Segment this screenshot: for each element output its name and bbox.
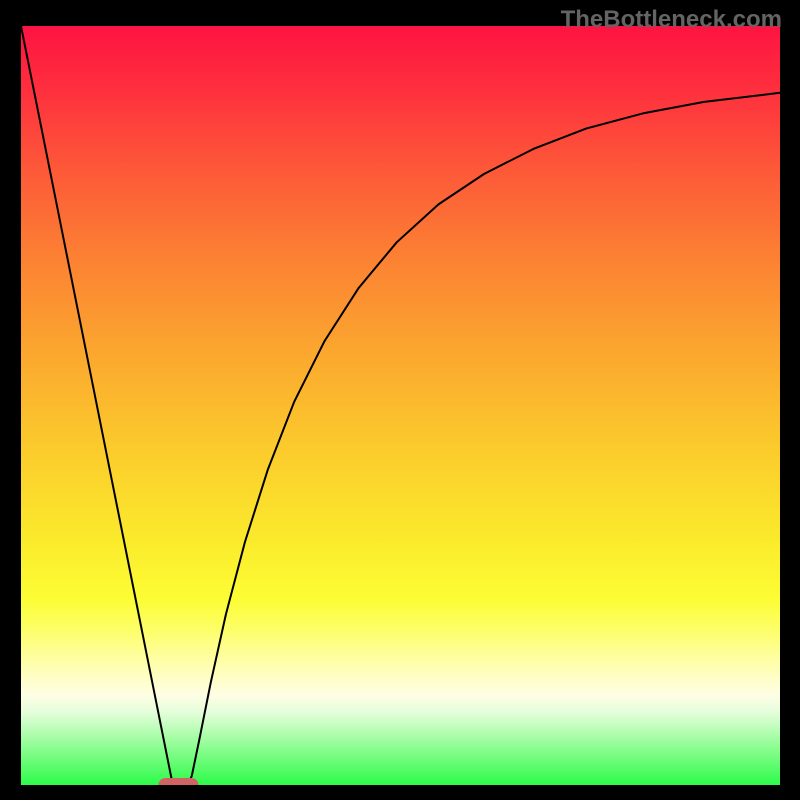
chart-svg [21, 26, 780, 785]
chart-background [21, 26, 780, 785]
chart-plot-area [21, 26, 780, 785]
optimal-marker [158, 778, 198, 785]
watermark: TheBottleneck.com [561, 6, 782, 34]
